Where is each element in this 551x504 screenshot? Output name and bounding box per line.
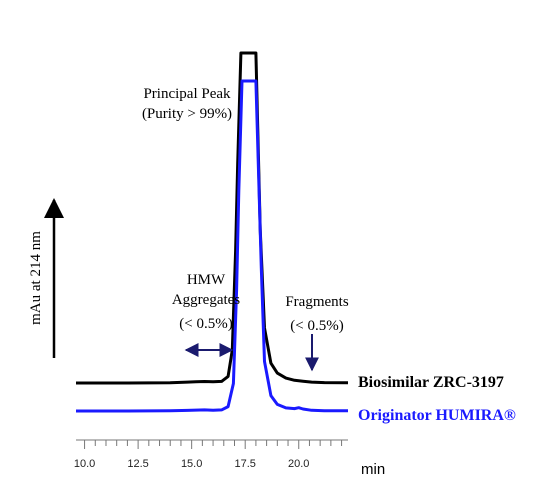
annotation-principal-peak-title: Principal Peak xyxy=(143,86,231,102)
series-layer xyxy=(76,51,349,413)
annotation-principal-peak-purity: (Purity > 99%) xyxy=(142,106,232,122)
x-ticks xyxy=(84,440,343,449)
annotation-hmw-percent: (< 0.5%) xyxy=(179,316,232,332)
x-tick-label: 12.5 xyxy=(127,458,148,470)
annotation-fragments-percent: (< 0.5%) xyxy=(290,318,343,334)
x-axis-unit: min xyxy=(361,461,385,478)
legend-biosimilar: Biosimilar ZRC-3197 xyxy=(358,374,504,391)
x-axis: 10.0 12.5 15.0 17.5 20.0 min xyxy=(74,439,385,478)
x-tick-label: 17.5 xyxy=(234,458,255,470)
annotation-hmw-title: HMW xyxy=(187,272,226,288)
legend-originator: Originator HUMIRA® xyxy=(358,407,516,424)
y-axis-label: mAu at 214 nm xyxy=(28,231,44,325)
x-tick-label: 15.0 xyxy=(181,458,202,470)
series-line-1 xyxy=(76,79,349,413)
annotation-hmw-aggregates: Aggregates xyxy=(172,292,240,308)
series-line-0 xyxy=(76,51,349,385)
x-tick-label: 20.0 xyxy=(288,458,309,470)
x-tick-label: 10.0 xyxy=(74,458,95,470)
annotation-fragments-title: Fragments xyxy=(285,294,348,310)
x-tick-labels: 10.0 12.5 15.0 17.5 20.0 xyxy=(74,458,310,470)
